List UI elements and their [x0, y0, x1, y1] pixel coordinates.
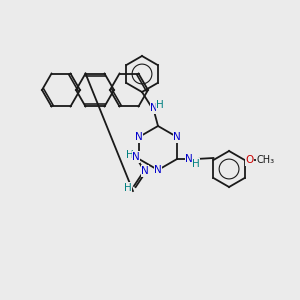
- Text: N: N: [173, 132, 181, 142]
- Text: N: N: [185, 154, 193, 164]
- Text: N: N: [150, 103, 158, 113]
- Text: O: O: [245, 155, 254, 165]
- Text: H: H: [124, 183, 132, 193]
- Text: H: H: [192, 159, 200, 169]
- Text: N: N: [135, 132, 143, 142]
- Text: H: H: [156, 100, 164, 110]
- Text: H: H: [126, 150, 134, 160]
- Text: N: N: [132, 152, 140, 162]
- Text: CH₃: CH₃: [256, 155, 275, 165]
- Text: N: N: [141, 166, 149, 176]
- Text: N: N: [154, 165, 162, 175]
